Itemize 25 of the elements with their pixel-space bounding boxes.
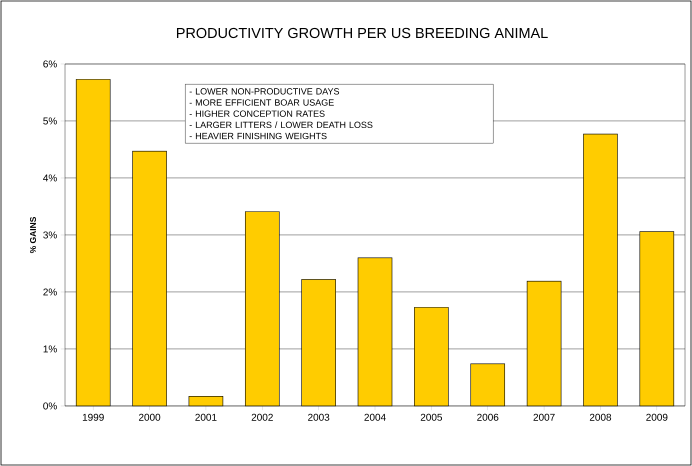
x-tick-label: 2002 [252, 414, 273, 421]
y-tick-label: 3% [43, 231, 57, 239]
x-tick-label: 1999 [82, 414, 104, 421]
x-tick-label: 2000 [138, 414, 160, 421]
annotation: - LOWER NON-PRODUCTIVE DAYS [190, 88, 340, 95]
y-tick-label: 4% [43, 174, 57, 182]
x-tick-label: 2004 [364, 414, 386, 421]
y-tick-label: 5% [43, 117, 57, 124]
y-tick-label: 0% [43, 402, 57, 410]
y-axis-title: % GAINS [30, 216, 36, 254]
x-tick-label: 2003 [308, 414, 330, 421]
annotation: - HEAVIER FINISHING WEIGHTS [190, 132, 327, 140]
annotation: - MORE EFFICIENT BOAR USAGE [190, 99, 334, 106]
x-tick-label: 2005 [420, 414, 442, 421]
x-tick-label: 2008 [590, 414, 612, 421]
y-tick-label: 6% [43, 60, 57, 68]
x-tick-label: 2001 [195, 414, 217, 421]
x-tick-label: 2007 [534, 414, 555, 421]
x-tick-label: 2006 [477, 414, 498, 421]
annotation: - LARGER LITTERS / LOWER DEATH LOSS [190, 121, 372, 128]
chart-title: PRODUCTIVITY GROWTH PER US BREEDING ANIMAL [176, 28, 548, 38]
y-tick-label: 1% [44, 345, 57, 352]
annotation: - HIGHER CONCEPTION RATES [190, 110, 325, 117]
x-tick-label: 2009 [646, 414, 668, 421]
y-tick-label: 2% [43, 288, 57, 296]
